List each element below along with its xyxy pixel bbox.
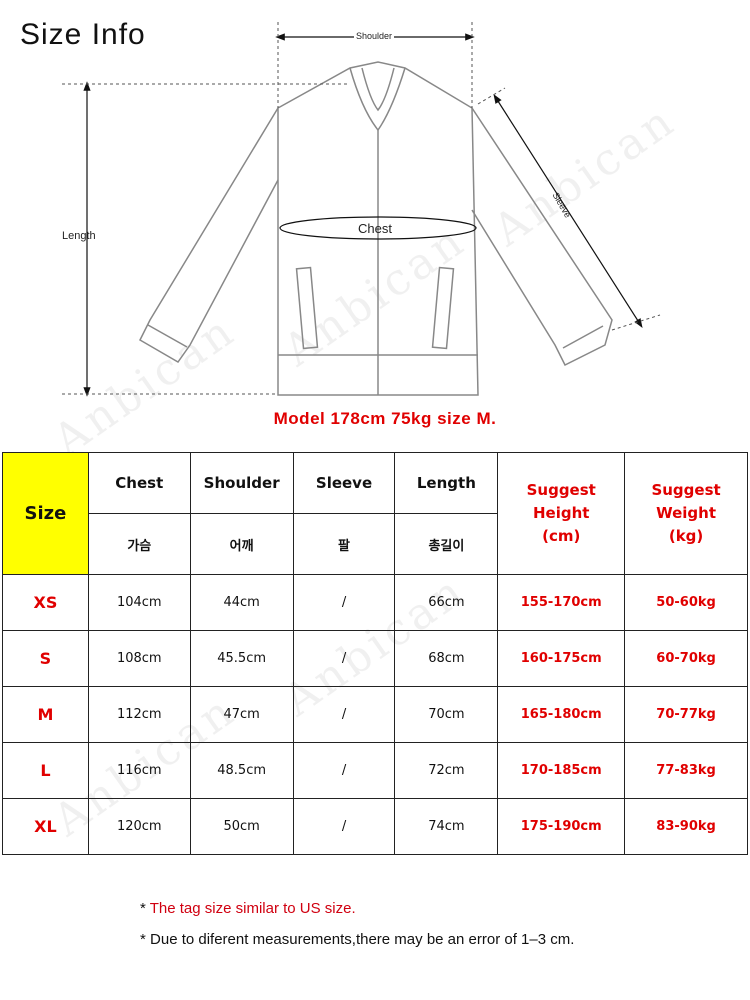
- header-suggest-height: Suggest Height (cm): [497, 452, 626, 575]
- cell-sleeve: /: [292, 574, 396, 631]
- cell-shoulder: 50cm: [189, 798, 294, 855]
- chest-label: Chest: [358, 221, 392, 236]
- cell-shoulder: 47cm: [189, 686, 294, 743]
- table-row: XS 104cm 44cm/66cm 155-170cm 50-60kg: [2, 574, 748, 631]
- cell-weight: 50-60kg: [624, 574, 748, 631]
- cell-size: M: [2, 686, 89, 743]
- cell-chest: 112cm: [87, 686, 191, 743]
- cell-chest: 120cm: [87, 798, 191, 855]
- size-header: Size: [2, 452, 89, 575]
- shoulder-label: Shoulder: [354, 31, 395, 41]
- cell-length: 66cm: [394, 574, 499, 631]
- note-measurement-error: * Due to diferent measurements,there may…: [140, 931, 575, 948]
- cell-height: 175-190cm: [497, 798, 626, 855]
- cell-shoulder: 48.5cm: [189, 742, 294, 799]
- cell-height: 155-170cm: [497, 574, 626, 631]
- header-shoulder-kr: 어깨: [189, 513, 294, 575]
- cell-weight: 77-83kg: [624, 742, 748, 799]
- page-title: Size Info: [20, 18, 146, 51]
- cell-size: XL: [2, 798, 89, 855]
- cell-shoulder: 45.5cm: [189, 630, 294, 687]
- model-note: Model 178cm 75kg size M.: [273, 409, 497, 428]
- cell-weight: 70-77kg: [624, 686, 748, 743]
- cell-chest: 104cm: [87, 574, 191, 631]
- cell-shoulder: 44cm: [189, 574, 294, 631]
- cell-sleeve: /: [292, 630, 396, 687]
- cell-sleeve: /: [292, 742, 396, 799]
- cell-sleeve: /: [292, 798, 396, 855]
- header-chest: Chest: [87, 452, 191, 514]
- header-length: Length: [394, 452, 499, 514]
- cell-size: S: [2, 630, 89, 687]
- cell-length: 74cm: [394, 798, 499, 855]
- cell-size: L: [2, 742, 89, 799]
- cell-weight: 60-70kg: [624, 630, 748, 687]
- cell-height: 165-180cm: [497, 686, 626, 743]
- header-suggest-weight: Suggest Weight (kg): [624, 452, 748, 575]
- size-table: Size Chest Shoulder Sleeve Length Sugges…: [2, 452, 748, 855]
- cell-size: XS: [2, 574, 89, 631]
- note-tag-size: * The tag size similar to US size.: [140, 900, 356, 917]
- header-sleeve: Sleeve: [292, 452, 396, 514]
- table-row: S 108cm 45.5cm/68cm 160-175cm 60-70kg: [2, 630, 748, 687]
- cell-length: 70cm: [394, 686, 499, 743]
- cell-weight: 83-90kg: [624, 798, 748, 855]
- header-chest-kr: 가슴: [87, 513, 191, 575]
- jacket-diagram: [62, 22, 661, 397]
- cell-sleeve: /: [292, 686, 396, 743]
- table-row: XL 120cm 50cm/74cm 175-190cm 83-90kg: [2, 798, 748, 855]
- header-length-kr: 총길이: [394, 513, 499, 575]
- header-sleeve-kr: 팔: [292, 513, 396, 575]
- cell-chest: 108cm: [87, 630, 191, 687]
- cell-height: 160-175cm: [497, 630, 626, 687]
- cell-chest: 116cm: [87, 742, 191, 799]
- cell-length: 72cm: [394, 742, 499, 799]
- length-label: Length: [62, 230, 96, 242]
- cell-height: 170-185cm: [497, 742, 626, 799]
- table-row: L 116cm 48.5cm/72cm 170-185cm 77-83kg: [2, 742, 748, 799]
- cell-length: 68cm: [394, 630, 499, 687]
- table-row: M 112cm 47cm/70cm 165-180cm 70-77kg: [2, 686, 748, 743]
- header-shoulder: Shoulder: [189, 452, 294, 514]
